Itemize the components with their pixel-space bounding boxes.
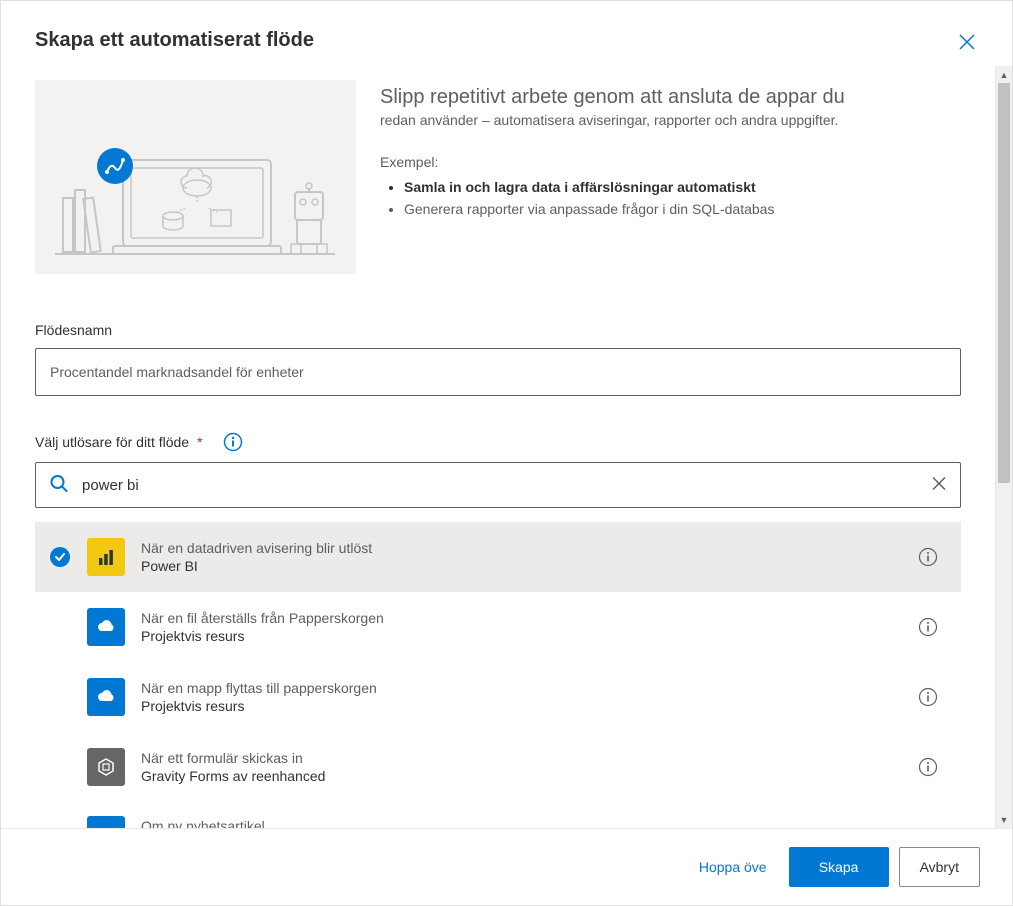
dialog-title: Skapa ett automatiserat flöde (35, 29, 314, 52)
trigger-item[interactable]: När ett formulär skickas in Gravity Form… (35, 732, 961, 802)
trigger-field: Välj utlösare för ditt flöde * (35, 432, 961, 828)
trigger-text: När en mapp flyttas till papperskorgen P… (141, 680, 901, 714)
clear-icon (931, 476, 947, 492)
search-wrap (35, 462, 961, 508)
required-mark: * (197, 434, 202, 450)
info-icon[interactable] (223, 432, 243, 452)
trigger-label: Välj utlösare för ditt flöde * (35, 432, 961, 452)
info-icon (918, 687, 938, 707)
flow-name-input[interactable] (35, 348, 961, 396)
trigger-checkmark-col (49, 547, 71, 567)
scrollbar-up-button[interactable]: ▲ (996, 66, 1012, 83)
checkmark-icon (50, 547, 70, 567)
trigger-title: När en mapp flyttas till papperskorgen (141, 680, 901, 696)
illustration (35, 80, 356, 274)
trigger-title: När en datadriven avisering blir utlöst (141, 540, 901, 556)
trigger-info-button[interactable] (917, 617, 939, 637)
scrollbar[interactable]: ▲ ▼ (995, 66, 1012, 828)
trigger-subtitle: Projektvis resurs (141, 628, 901, 644)
form-icon (87, 748, 125, 786)
intro-subtitle: redan använder – automatisera aviseringa… (380, 112, 961, 128)
cloud-icon (87, 608, 125, 646)
trigger-text: När en datadriven avisering blir utlöst … (141, 540, 901, 574)
flow-name-field: Flödesnamn (35, 322, 961, 396)
clear-search-button[interactable] (931, 476, 947, 495)
trigger-item[interactable]: När en datadriven avisering blir utlöst … (35, 522, 961, 592)
scroll-content: Slipp repetitivt arbete genom att anslut… (1, 66, 995, 828)
trigger-text: När en fil återställs från Papperskorgen… (141, 610, 901, 644)
flow-name-label: Flödesnamn (35, 322, 961, 338)
cloud-icon (87, 678, 125, 716)
close-icon (958, 33, 976, 51)
trigger-title: När en fil återställs från Papperskorgen (141, 610, 901, 626)
trigger-text: När ett formulär skickas in Gravity Form… (141, 750, 901, 784)
trigger-item[interactable]: Om ny nyhetsartikel (35, 802, 961, 828)
intro-title: Slipp repetitivt arbete genom att anslut… (380, 84, 961, 110)
info-icon (918, 547, 938, 567)
trigger-item[interactable]: När en mapp flyttas till papperskorgen P… (35, 662, 961, 732)
info-icon (918, 617, 938, 637)
trigger-search-input[interactable] (35, 462, 961, 508)
intro-examples-label: Exempel: (380, 154, 961, 170)
trigger-subtitle: Power BI (141, 558, 901, 574)
intro-example-item: Generera rapporter via anpassade frågor … (404, 198, 961, 220)
trigger-info-button[interactable] (917, 687, 939, 707)
info-icon (918, 757, 938, 777)
search-icon (49, 474, 69, 497)
close-button[interactable] (954, 29, 980, 58)
trigger-subtitle: Projektvis resurs (141, 698, 901, 714)
trigger-list: När en datadriven avisering blir utlöst … (35, 522, 961, 828)
trigger-text: Om ny nyhetsartikel (141, 818, 901, 828)
trigger-item[interactable]: När en fil återställs från Papperskorgen… (35, 592, 961, 662)
trigger-label-text: Välj utlösare för ditt flöde (35, 434, 189, 450)
intro-section: Slipp repetitivt arbete genom att anslut… (35, 80, 961, 274)
news-icon (87, 816, 125, 828)
trigger-title: När ett formulär skickas in (141, 750, 901, 766)
scrollbar-track[interactable] (996, 83, 1012, 811)
main-area: Slipp repetitivt arbete genom att anslut… (1, 66, 1012, 828)
create-button[interactable]: Skapa (789, 847, 889, 887)
skip-button[interactable]: Hoppa öve (687, 847, 779, 887)
footer: Hoppa öve Skapa Avbryt (1, 828, 1012, 905)
powerbi-icon (87, 538, 125, 576)
trigger-info-button[interactable] (917, 547, 939, 567)
cancel-button[interactable]: Avbryt (899, 847, 980, 887)
trigger-info-button[interactable] (917, 757, 939, 777)
scrollbar-thumb[interactable] (998, 83, 1010, 483)
trigger-title: Om ny nyhetsartikel (141, 818, 901, 828)
intro-text: Slipp repetitivt arbete genom att anslut… (380, 80, 961, 274)
dialog-header: Skapa ett automatiserat flöde (1, 1, 1012, 66)
intro-example-item: Samla in och lagra data i affärslösninga… (404, 176, 961, 198)
intro-examples-list: Samla in och lagra data i affärslösninga… (380, 176, 961, 221)
scrollbar-down-button[interactable]: ▼ (996, 811, 1012, 828)
trigger-subtitle: Gravity Forms av reenhanced (141, 768, 901, 784)
